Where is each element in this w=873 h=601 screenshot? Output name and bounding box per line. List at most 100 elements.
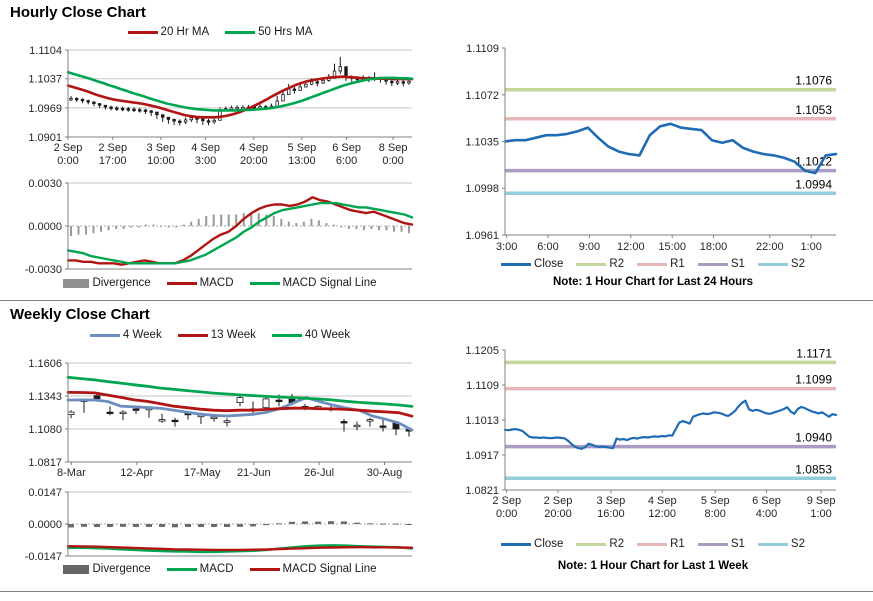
- s1-line-swatch: [697, 542, 728, 546]
- svg-text:6 Sep: 6 Sep: [332, 142, 361, 154]
- legend-label: R1: [670, 538, 685, 550]
- svg-text:20:00: 20:00: [544, 508, 572, 520]
- legend-item-50hrs-ma: 50 Hrs MA: [225, 26, 312, 38]
- divergence-bar-swatch: [63, 564, 90, 574]
- svg-text:3:00: 3:00: [195, 155, 216, 167]
- signal-line-swatch: [249, 567, 280, 571]
- svg-text:0:00: 0:00: [382, 155, 403, 167]
- s1-line-swatch: [697, 262, 728, 266]
- bottom-divider: [0, 591, 873, 592]
- legend-label: MACD: [199, 277, 234, 289]
- r1-line-swatch: [637, 262, 668, 266]
- svg-text:6:00: 6:00: [537, 241, 558, 253]
- svg-text:1.0994: 1.0994: [795, 177, 832, 191]
- blue-line-swatch: [89, 333, 120, 337]
- svg-text:3 Sep: 3 Sep: [597, 495, 626, 507]
- svg-text:0.0030: 0.0030: [28, 178, 62, 190]
- legend-item-macd: MACD: [166, 277, 234, 289]
- svg-text:6 Sep: 6 Sep: [752, 495, 781, 507]
- svg-text:2 Sep: 2 Sep: [544, 495, 573, 507]
- legend-item-macd-signal: MACD Signal Line: [249, 563, 377, 575]
- legend-item-r2: R2: [576, 258, 624, 270]
- svg-text:1.0917: 1.0917: [465, 450, 499, 462]
- legend-item-s2: S2: [757, 538, 805, 550]
- legend-label: 50 Hrs MA: [258, 26, 313, 38]
- svg-text:22:00: 22:00: [756, 241, 784, 253]
- svg-text:0.0000: 0.0000: [28, 221, 62, 233]
- svg-text:1.1076: 1.1076: [795, 74, 832, 88]
- legend-label: S2: [790, 538, 805, 550]
- svg-text:8-Mar: 8-Mar: [57, 467, 86, 479]
- svg-text:4 Sep: 4 Sep: [239, 142, 268, 154]
- weekly-macd-legend: Divergence MACD MACD Signal Line: [8, 563, 432, 575]
- r2-line-swatch: [576, 542, 607, 546]
- legend-label: R2: [609, 538, 625, 550]
- svg-text:13:00: 13:00: [288, 155, 316, 167]
- legend-label: 4 Week: [122, 329, 162, 341]
- svg-text:3:00: 3:00: [496, 241, 517, 253]
- weekly-price-legend: 4 Week 13 Week 40 Week: [8, 329, 432, 341]
- svg-text:16:00: 16:00: [597, 508, 625, 520]
- legend-label: R1: [670, 258, 685, 270]
- svg-text:1.1606: 1.1606: [28, 358, 62, 370]
- close-line-swatch: [501, 262, 532, 266]
- svg-text:-0.0147: -0.0147: [25, 551, 62, 562]
- svg-text:4:00: 4:00: [756, 508, 777, 520]
- svg-text:1.1171: 1.1171: [796, 346, 832, 360]
- svg-text:1.1099: 1.1099: [795, 373, 832, 387]
- legend-item-close: Close: [501, 538, 563, 550]
- red-line-swatch: [127, 30, 158, 34]
- svg-text:8:00: 8:00: [704, 508, 725, 520]
- svg-text:2 Sep: 2 Sep: [492, 495, 521, 507]
- legend-item-divergence: Divergence: [63, 277, 151, 289]
- legend-label: Close: [534, 258, 564, 270]
- svg-text:17-May: 17-May: [184, 467, 221, 479]
- intraday-24h-chart: 1.10761.10531.10121.09941.11091.10721.10…: [465, 43, 838, 253]
- legend-label: S1: [730, 538, 745, 550]
- legend-label: 40 Week: [304, 329, 351, 341]
- legend-label: MACD Signal Line: [282, 563, 377, 575]
- legend-label: 20 Hr MA: [160, 26, 210, 38]
- legend-item-20hr-ma: 20 Hr MA: [127, 26, 210, 38]
- legend-label: Divergence: [92, 563, 151, 575]
- svg-text:1:00: 1:00: [810, 508, 831, 520]
- svg-text:-0.0030: -0.0030: [25, 264, 62, 274]
- svg-text:12:00: 12:00: [648, 508, 676, 520]
- svg-text:5 Sep: 5 Sep: [288, 142, 317, 154]
- svg-text:8 Sep: 8 Sep: [379, 142, 408, 154]
- svg-text:1.0940: 1.0940: [795, 431, 832, 445]
- svg-text:12-Apr: 12-Apr: [120, 467, 153, 479]
- svg-text:18:00: 18:00: [700, 241, 728, 253]
- svg-text:1.1205: 1.1205: [465, 345, 499, 357]
- svg-text:2 Sep: 2 Sep: [98, 142, 127, 154]
- divergence-bar-swatch: [63, 278, 90, 288]
- green-line-swatch: [271, 333, 302, 337]
- intraday-1week-chart: 1.1171 1.1099 1.0940 1.0853 1.1205 1.1109 1.10…: [465, 345, 838, 520]
- svg-text:1.1080: 1.1080: [28, 424, 62, 436]
- svg-text:4 Sep: 4 Sep: [648, 495, 677, 507]
- legend-item-r1: R1: [637, 258, 685, 270]
- legend-label: R2: [609, 258, 625, 270]
- s2-line-swatch: [757, 542, 788, 546]
- legend-item-40-week: 40 Week: [271, 329, 351, 341]
- legend-label: S2: [790, 258, 805, 270]
- svg-text:1.1035: 1.1035: [465, 137, 499, 149]
- svg-text:0:00: 0:00: [496, 508, 517, 520]
- close-line-swatch: [501, 542, 532, 546]
- s2-line-swatch: [757, 262, 788, 266]
- svg-text:1.0998: 1.0998: [465, 183, 499, 195]
- svg-text:10:00: 10:00: [147, 155, 175, 167]
- weekly-macd-chart: 0.0147 0.0000 -0.0147: [25, 487, 414, 562]
- legend-label: 13 Week: [210, 329, 256, 341]
- legend-item-close: Close: [501, 258, 563, 270]
- intraday-1week-legend: Close R2 R1 S1 S2: [438, 538, 868, 550]
- legend-item-13-week: 13 Week: [177, 329, 256, 341]
- svg-text:0.0000: 0.0000: [28, 519, 62, 531]
- svg-text:30-Aug: 30-Aug: [367, 467, 402, 479]
- hourly-price-legend: 20 Hr MA 50 Hrs MA: [8, 26, 432, 38]
- svg-text:1.1104: 1.1104: [29, 45, 62, 57]
- legend-item-macd: MACD: [166, 563, 234, 575]
- signal-line-swatch: [249, 281, 280, 285]
